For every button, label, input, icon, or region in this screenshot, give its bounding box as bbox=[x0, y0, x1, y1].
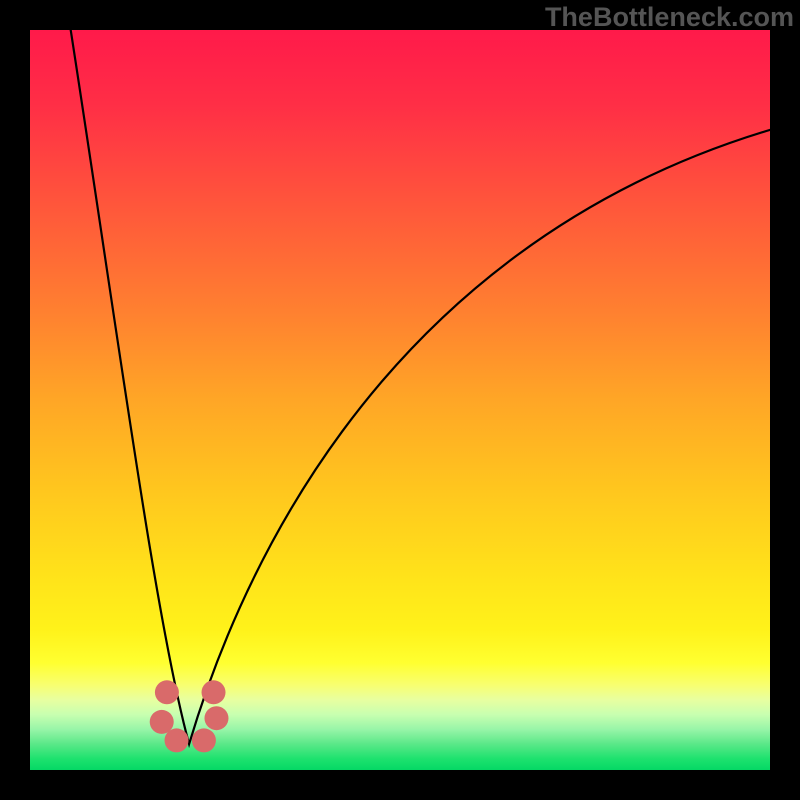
chart-frame: TheBottleneck.com bbox=[0, 0, 800, 800]
watermark-text: TheBottleneck.com bbox=[545, 2, 794, 33]
bottleneck-curve bbox=[71, 30, 770, 744]
trough-marker bbox=[204, 706, 228, 730]
curve-layer bbox=[30, 30, 770, 770]
plot-area bbox=[30, 30, 770, 770]
trough-marker bbox=[202, 680, 226, 704]
trough-marker bbox=[192, 728, 216, 752]
trough-marker bbox=[155, 680, 179, 704]
trough-marker bbox=[165, 728, 189, 752]
